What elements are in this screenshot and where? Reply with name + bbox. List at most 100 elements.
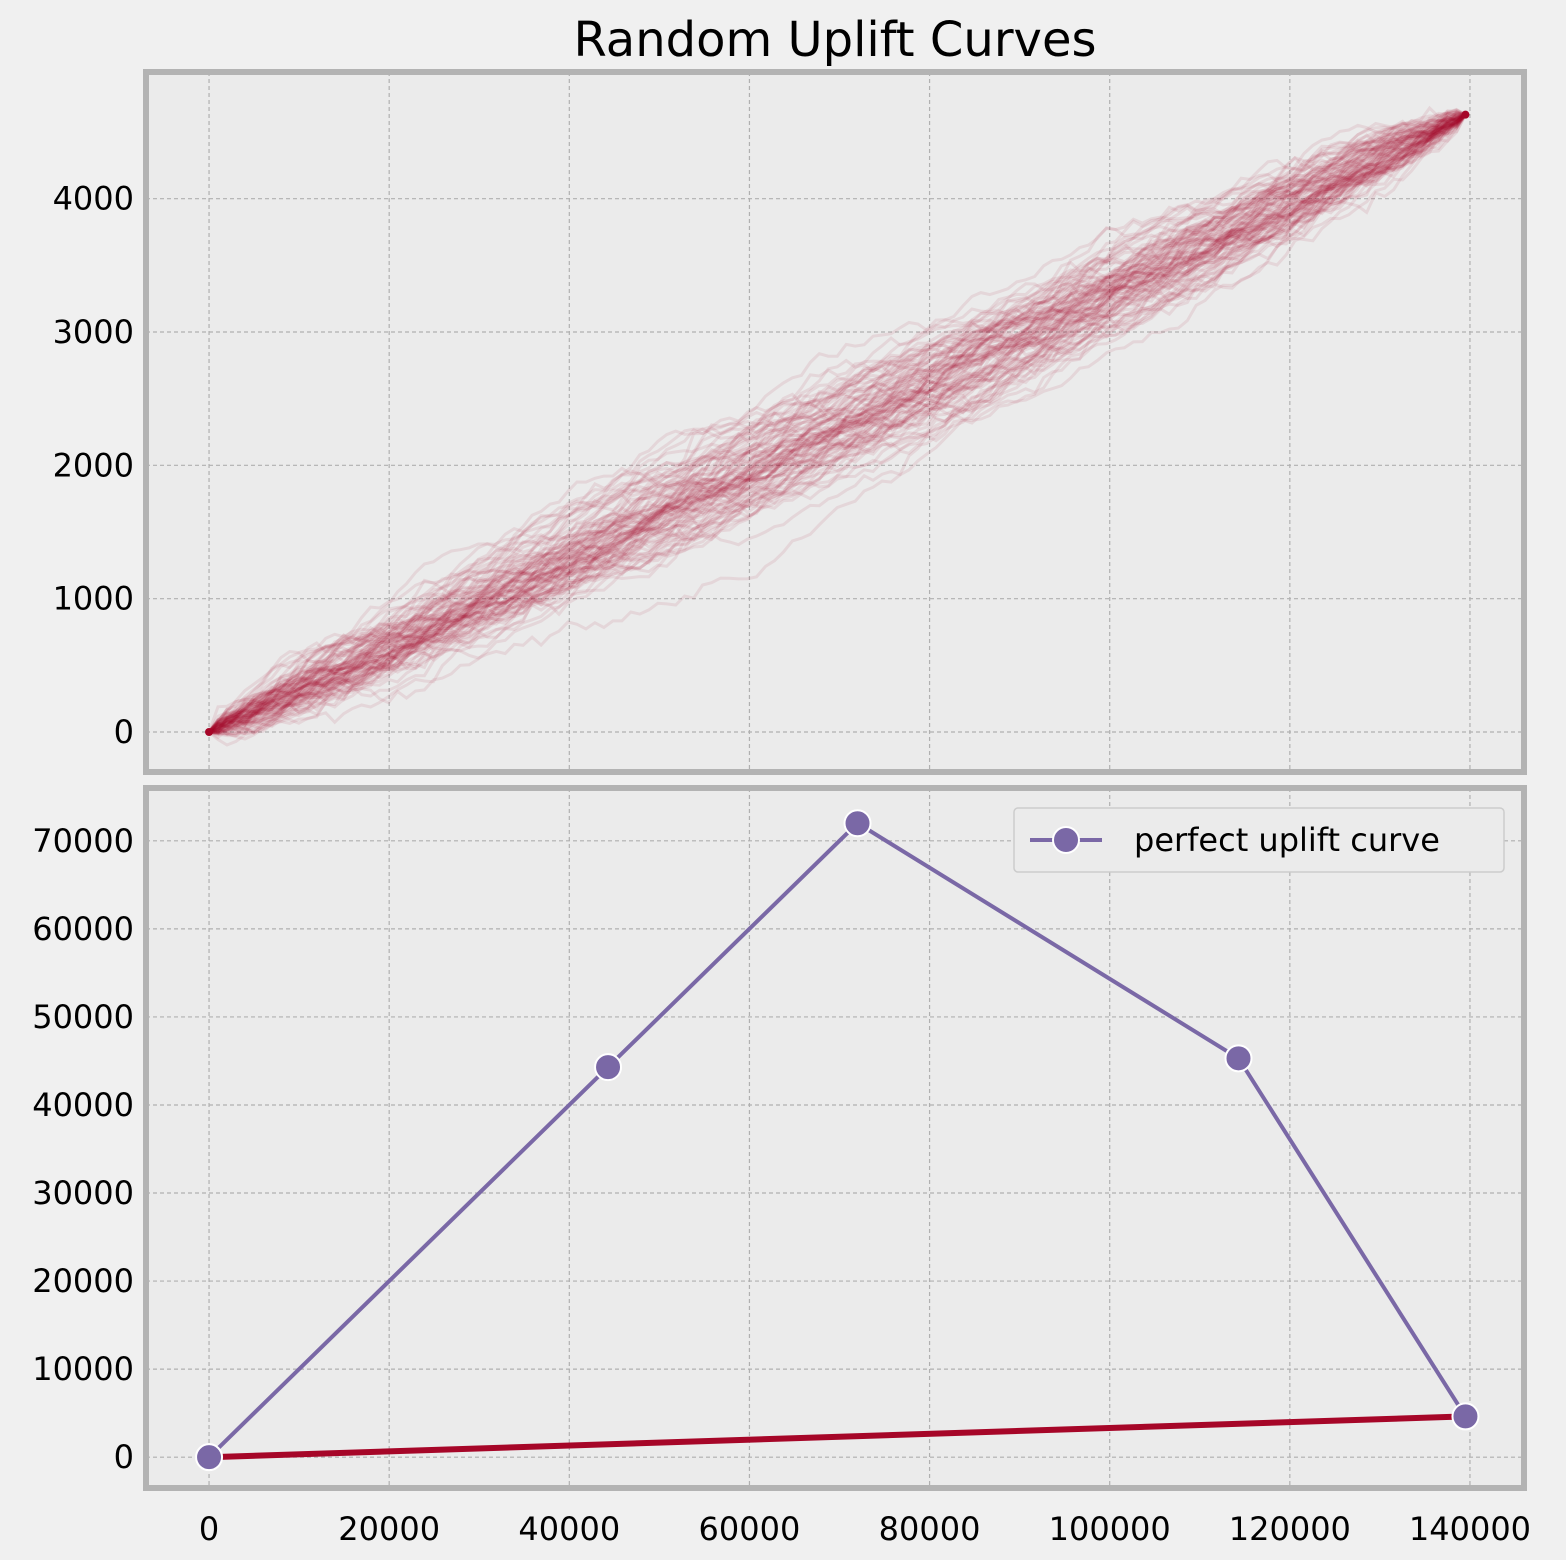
random-uplift-curve <box>208 110 1466 734</box>
random-uplift-curve <box>208 111 1466 734</box>
perfect-uplift-curve-point <box>843 809 872 838</box>
y-tick-label: 50000 <box>32 998 134 1036</box>
random-uplift-curve <box>208 113 1466 734</box>
perfect-uplift-curve-point <box>195 1443 224 1472</box>
random-uplift-curve <box>208 108 1467 741</box>
y-tick-label: 0 <box>114 1438 134 1476</box>
random-uplift-curve <box>208 113 1466 734</box>
y-tick-label: 30000 <box>32 1174 134 1212</box>
y-tick-label: 20000 <box>32 1262 134 1300</box>
random-uplift-curve <box>207 114 1467 733</box>
curve-end-point <box>1461 110 1470 119</box>
random-uplift-curve <box>208 113 1467 734</box>
perfect-uplift-curve-point <box>1224 1044 1253 1073</box>
random-uplift-curve <box>208 112 1467 734</box>
random-uplift-curve <box>208 113 1467 734</box>
random-uplift-curve <box>208 113 1467 734</box>
random-uplift-curve <box>207 113 1467 734</box>
random-uplift-curve <box>207 113 1467 734</box>
y-tick-label: 1000 <box>53 580 134 618</box>
random-uplift-curve <box>208 113 1467 737</box>
random-uplift-curve <box>208 113 1467 734</box>
random-uplift-curve <box>208 113 1467 734</box>
random-uplift-curve <box>208 113 1467 734</box>
random-uplift-curve <box>208 113 1467 734</box>
random-uplift-curve <box>208 113 1467 734</box>
random-uplift-curve <box>208 113 1466 734</box>
random-uplift-curve <box>208 113 1467 735</box>
random-uplift-curve <box>208 113 1467 734</box>
x-tick-label: 140000 <box>1409 1510 1531 1548</box>
random-uplift-curve <box>208 113 1466 734</box>
random-uplift-curve <box>208 113 1467 734</box>
perfect-uplift-curve-point <box>1451 1402 1480 1431</box>
random-uplift-curve <box>207 109 1466 734</box>
bottom-axes: 0 10000 20000 30000 40000 50000 60000 70000 0 200… <box>32 785 1531 1548</box>
y-tick-label: 10000 <box>32 1350 134 1388</box>
random-uplift-curve <box>208 113 1467 734</box>
random-uplift-curve <box>207 110 1466 733</box>
random-uplift-curve <box>208 113 1466 736</box>
random-uplift-curve <box>208 113 1467 734</box>
random-uplift-curve <box>208 113 1467 734</box>
random-uplift-curve <box>208 113 1466 734</box>
random-uplift-curve <box>208 113 1467 734</box>
random-uplift-curve <box>207 113 1467 733</box>
random-uplift-curve <box>208 113 1466 734</box>
y-tick-label: 2000 <box>53 446 134 484</box>
random-uplift-curve <box>208 113 1467 734</box>
x-tick-label: 20000 <box>338 1510 440 1548</box>
random-uplift-curve <box>208 113 1466 736</box>
legend-box <box>1013 807 1505 873</box>
random-uplift-curve <box>207 108 1467 734</box>
random-uplift-curve <box>208 113 1466 734</box>
random-uplift-curve <box>207 113 1467 733</box>
random-uplift-curve <box>207 113 1467 734</box>
y-tick-label: 70000 <box>32 822 134 860</box>
random-uplift-curve <box>208 111 1466 734</box>
random-uplift-curve <box>207 113 1467 734</box>
random-uplift-curve <box>208 110 1466 737</box>
random-uplift-curve <box>208 113 1467 734</box>
random-uplift-curve <box>207 113 1467 733</box>
y-tick-label: 3000 <box>53 313 134 351</box>
random-uplift-curve <box>207 113 1467 733</box>
top-plot-area <box>146 72 1524 772</box>
x-tick-label: 0 <box>199 1510 219 1548</box>
curve-origin-point <box>205 728 214 736</box>
random-uplift-curve <box>207 113 1467 733</box>
random-uplift-curve <box>208 113 1467 735</box>
random-uplift-curve <box>208 107 1467 734</box>
random-uplift-curve <box>208 113 1467 735</box>
random-uplift-curve <box>207 113 1467 734</box>
random-uplift-curve <box>207 112 1466 733</box>
random-uplift-curve <box>207 111 1466 734</box>
random-uplift-curves <box>205 105 1470 747</box>
random-uplift-curve <box>208 113 1467 734</box>
random-uplift-curve <box>208 113 1467 740</box>
random-uplift-curve <box>208 113 1466 736</box>
random-uplift-curve <box>207 113 1467 733</box>
random-uplift-curve <box>208 113 1467 734</box>
random-uplift-curve <box>208 113 1467 734</box>
random-uplift-curve <box>208 113 1467 734</box>
random-uplift-curve <box>208 113 1467 734</box>
random-uplift-curve <box>208 111 1466 734</box>
random-uplift-curve <box>208 113 1467 734</box>
random-uplift-curve <box>208 113 1467 735</box>
y-tick-label: 40000 <box>32 1086 134 1124</box>
bottom-gridlines <box>146 788 1524 1488</box>
random-uplift-curve <box>207 113 1467 734</box>
random-uplift-curve <box>208 113 1467 734</box>
legend-label: perfect uplift curve <box>1134 821 1440 859</box>
x-tick-label: 60000 <box>699 1510 801 1548</box>
random-uplift-curve <box>208 113 1467 734</box>
random-uplift-curve <box>208 113 1467 734</box>
random-uplift-curve <box>208 113 1467 734</box>
y-tick-label: 4000 <box>53 180 134 218</box>
x-tick-label: 80000 <box>879 1510 981 1548</box>
random-uplift-curve <box>208 113 1467 738</box>
x-tick-label: 100000 <box>1049 1510 1171 1548</box>
random-uplift-curve <box>207 113 1467 733</box>
random-uplift-curve <box>207 113 1467 734</box>
